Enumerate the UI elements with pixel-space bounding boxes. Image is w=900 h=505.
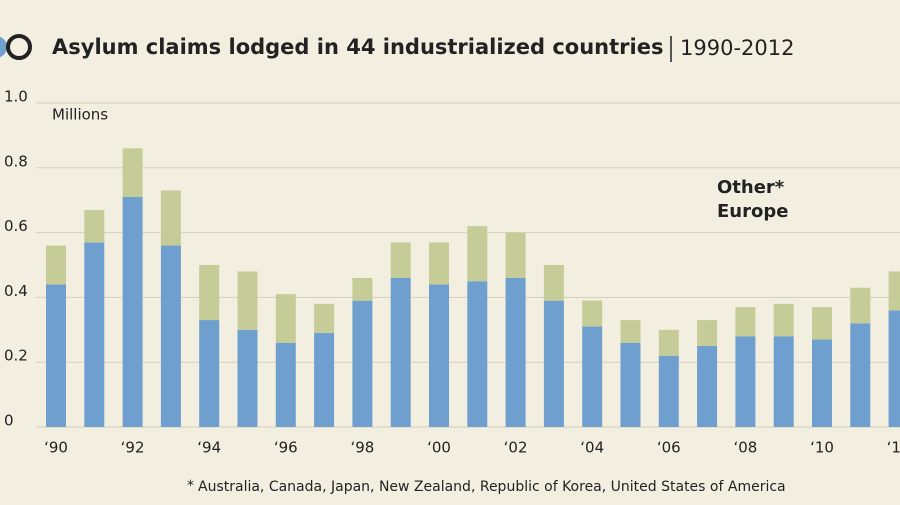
bar-segment xyxy=(237,271,258,330)
bar-segment xyxy=(888,271,900,311)
bar-segment xyxy=(429,242,449,285)
x-tick-label: ‘02 xyxy=(504,439,528,457)
bar-segment xyxy=(314,303,335,334)
bar-segment xyxy=(658,355,679,427)
bar-segment xyxy=(812,307,832,340)
bar-segment xyxy=(735,336,756,427)
x-tick-label: ‘00 xyxy=(427,439,451,457)
x-tick-label: ‘08 xyxy=(733,439,757,457)
bar-segment xyxy=(275,342,296,427)
bar-segment xyxy=(620,320,641,343)
x-tick-label: ‘90 xyxy=(44,439,68,457)
chart-title: Asylum claims lodged in 44 industrialize… xyxy=(52,35,663,59)
bar-segment xyxy=(505,277,526,427)
y-axis-label: Millions xyxy=(52,106,108,124)
bar-segment xyxy=(850,287,871,324)
legend-entry: Other* xyxy=(717,177,785,198)
x-tick-label: ‘96 xyxy=(274,439,298,457)
bar-segment xyxy=(582,300,603,327)
x-tick-label: ‘06 xyxy=(657,439,681,457)
bar-segment xyxy=(697,346,718,427)
bar-segment xyxy=(275,294,296,343)
bar-segment xyxy=(773,336,794,427)
legend-entry: Europe xyxy=(717,201,788,222)
bar-segment xyxy=(390,277,411,427)
bar-segment xyxy=(352,277,373,301)
bar-segment xyxy=(314,333,335,427)
bar-segment xyxy=(697,320,718,346)
y-tick-label: 0.8 xyxy=(4,152,28,170)
x-tick-label: ‘10 xyxy=(810,439,834,457)
y-tick-label: 0 xyxy=(4,412,14,430)
bar-segment xyxy=(352,300,373,427)
bar-segment xyxy=(122,148,143,197)
bar-segment xyxy=(773,303,794,337)
bar-segment xyxy=(46,245,66,285)
x-tick-label: ‘94 xyxy=(197,439,221,457)
bar-segment xyxy=(390,242,411,278)
bar-segment xyxy=(160,190,181,246)
bar-segment xyxy=(505,232,526,278)
bar-segment xyxy=(237,329,258,427)
bar-segment xyxy=(467,226,488,282)
logo-circle xyxy=(0,36,7,58)
y-tick-label: 0.4 xyxy=(4,282,28,300)
x-tick-label: ‘04 xyxy=(580,439,604,457)
logo-ring xyxy=(6,34,32,60)
y-tick-label: 0.2 xyxy=(4,347,28,365)
bar-segment xyxy=(850,323,871,427)
x-tick-label: ‘92 xyxy=(121,439,145,457)
y-tick-label: 1.0 xyxy=(4,88,28,106)
bar-segment xyxy=(46,284,66,427)
x-tick-label: ‘98 xyxy=(350,439,374,457)
bar-segment xyxy=(122,196,143,427)
bar-segment xyxy=(467,281,488,427)
bar-segment xyxy=(199,265,220,321)
bar-segment xyxy=(84,209,105,243)
y-tick-label: 0.6 xyxy=(4,217,28,235)
bar-segment xyxy=(582,326,603,427)
bar-segment xyxy=(888,310,900,427)
bar-segment xyxy=(160,245,181,427)
chart-subtitle: 1990-2012 xyxy=(680,36,794,60)
bar-segment xyxy=(543,300,564,427)
bar-segment xyxy=(84,242,105,427)
bar-segment xyxy=(620,342,641,427)
bar-segment xyxy=(812,339,832,427)
bar-segment xyxy=(658,329,679,356)
note-marker: * xyxy=(187,478,194,494)
bar-segment xyxy=(543,265,564,301)
bar-segment xyxy=(199,320,220,427)
x-tick-label: ‘12 xyxy=(887,439,900,457)
bar-segment xyxy=(735,307,756,337)
bar-segment xyxy=(429,284,449,427)
footnote: Australia, Canada, Japan, New Zealand, R… xyxy=(198,479,786,495)
